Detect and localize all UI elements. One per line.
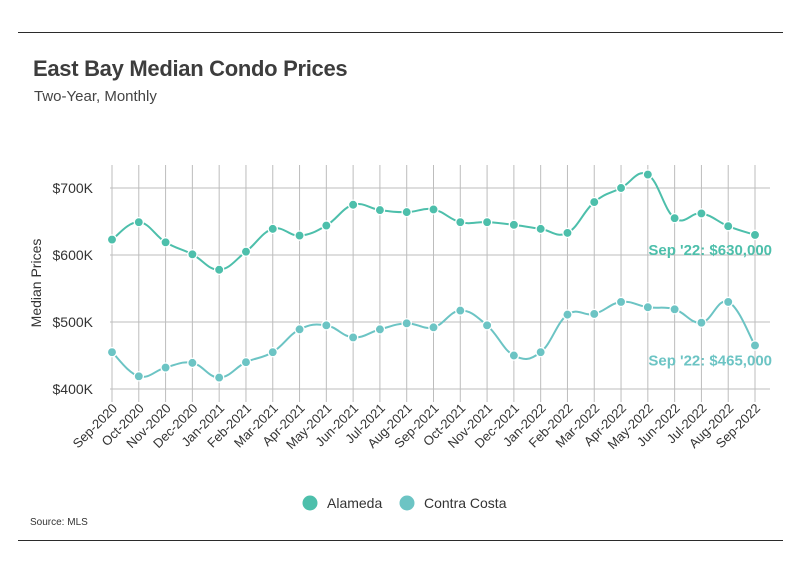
legend-swatch — [399, 495, 415, 511]
data-point — [508, 219, 520, 231]
data-point — [428, 204, 439, 215]
data-point — [749, 229, 761, 241]
data-point — [240, 246, 252, 257]
source-note: Source: MLS — [30, 517, 88, 528]
data-point — [160, 362, 171, 373]
data-point — [508, 350, 520, 361]
data-point — [321, 220, 332, 231]
data-point — [267, 223, 278, 235]
data-point — [428, 322, 439, 333]
data-point — [455, 216, 466, 228]
top-rule — [18, 32, 783, 33]
legend-label: Alameda — [327, 495, 382, 511]
chart-subtitle: Two-Year, Monthly — [34, 88, 157, 105]
legend: Alameda Contra Costa — [302, 495, 507, 511]
bottom-rule — [18, 540, 783, 541]
data-point — [615, 296, 627, 308]
grid-lines — [110, 165, 770, 402]
series-alameda — [106, 169, 761, 275]
data-point — [615, 182, 627, 194]
data-point — [374, 324, 386, 335]
data-point — [401, 318, 412, 329]
legend-item: Alameda — [302, 495, 382, 511]
y-tick-label: $500K — [53, 314, 94, 330]
data-point — [240, 356, 252, 368]
data-point — [669, 304, 680, 315]
y-tick-label: $700K — [53, 180, 94, 196]
data-point — [401, 206, 412, 218]
data-point — [696, 317, 707, 328]
data-point — [133, 216, 145, 228]
y-tick-label: $400K — [53, 381, 94, 397]
data-point — [347, 332, 359, 343]
data-point — [562, 227, 573, 239]
annotations: Sep '22: $630,000 Sep '22: $465,000 — [648, 242, 772, 370]
data-point — [696, 208, 707, 219]
data-point — [455, 305, 466, 316]
legend-item: Contra Costa — [399, 495, 507, 511]
data-point — [213, 372, 225, 383]
data-point — [294, 324, 305, 335]
data-point — [642, 169, 654, 180]
data-point — [347, 199, 359, 210]
y-axis-ticks: $400K $500K $600K $700K — [53, 180, 94, 397]
data-point — [160, 237, 171, 248]
data-point — [535, 223, 546, 235]
chart-title: East Bay Median Condo Prices — [33, 56, 348, 81]
annotation-label: Sep '22: $465,000 — [648, 352, 772, 369]
y-tick-label: $600K — [53, 247, 94, 263]
legend-swatch — [302, 495, 318, 511]
data-point — [481, 216, 493, 228]
series-contra-costa — [106, 296, 761, 383]
data-point — [642, 302, 654, 313]
data-point — [669, 212, 680, 224]
data-point — [106, 234, 118, 245]
data-point — [133, 371, 145, 382]
data-point — [294, 230, 305, 241]
data-point — [562, 309, 573, 320]
data-point — [535, 346, 546, 358]
series-group — [106, 169, 761, 383]
annotation-label: Sep '22: $630,000 — [648, 242, 772, 259]
data-point — [106, 346, 118, 358]
data-point — [213, 264, 225, 275]
y-axis-title: Median Prices — [28, 239, 44, 328]
data-point — [589, 308, 600, 320]
x-axis-ticks: Sep-2020Oct-2020Nov-2020Dec-2020Jan-2021… — [70, 401, 763, 452]
data-point — [722, 220, 734, 232]
data-point — [321, 320, 332, 331]
data-point — [267, 346, 278, 358]
legend-label: Contra Costa — [424, 495, 507, 511]
data-point — [722, 296, 734, 308]
data-point — [749, 340, 761, 351]
data-point — [187, 249, 198, 260]
data-point — [187, 357, 198, 369]
data-point — [589, 196, 600, 208]
data-point — [374, 204, 386, 216]
data-point — [481, 320, 493, 331]
